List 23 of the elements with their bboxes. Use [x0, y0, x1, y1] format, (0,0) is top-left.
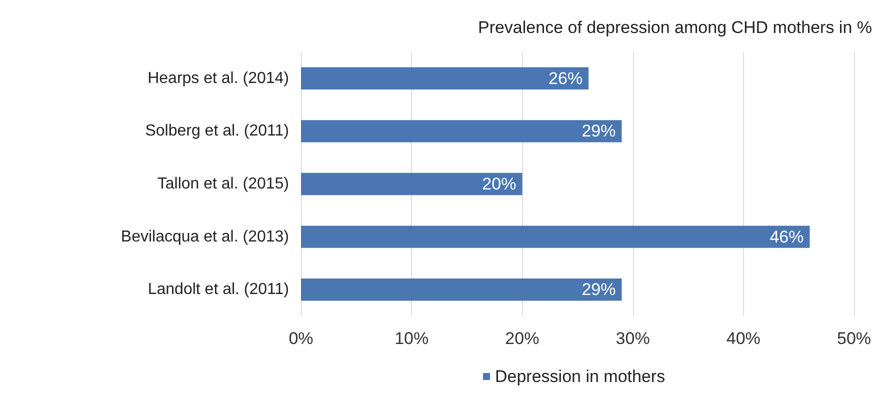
y-tick-label: Hearps et al. (2014)	[148, 70, 289, 87]
y-tick-label: Landolt et al. (2011)	[148, 281, 289, 298]
x-tick-label: 40%	[726, 329, 760, 348]
bar	[301, 278, 622, 301]
data-label: 29%	[582, 122, 616, 141]
bar	[301, 120, 622, 142]
data-label: 46%	[770, 227, 804, 246]
bar	[301, 172, 522, 196]
bar	[301, 226, 810, 248]
y-tick-label: Tallon et al. (2015)	[157, 176, 289, 192]
legend-label: Depression in mothers	[495, 367, 666, 386]
y-tick-label: Bevilacqua et al. (2013)	[120, 228, 289, 246]
x-tick-label: 0%	[288, 329, 314, 348]
chart-title: Prevalence of depression among CHD mothers in %	[478, 18, 872, 37]
x-tick-label: 50%	[836, 329, 872, 348]
data-label: 20%	[482, 174, 516, 194]
x-tick-label: 10%	[394, 329, 429, 348]
bar	[301, 67, 589, 90]
x-tick-label: 20%	[505, 329, 540, 348]
y-tick-label: Solberg et al. (2011)	[145, 122, 289, 140]
data-label: 26%	[548, 68, 583, 88]
data-label: 29%	[582, 280, 616, 300]
x-tick-label: 30%	[616, 329, 650, 348]
